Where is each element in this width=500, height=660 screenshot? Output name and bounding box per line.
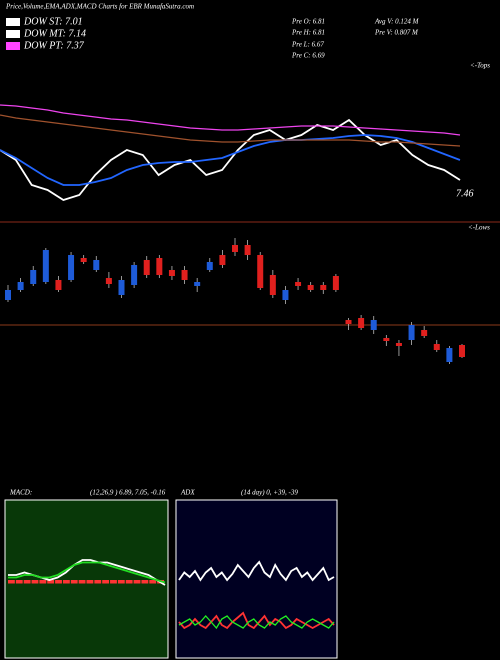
legend-swatch xyxy=(6,30,20,38)
info-text: Pre C: 6.69 xyxy=(291,52,325,60)
candle-body xyxy=(93,260,100,270)
candle-body xyxy=(143,260,150,275)
price-label: 7.46 xyxy=(456,188,474,199)
histogram-bar xyxy=(55,580,62,584)
candle-body xyxy=(168,270,175,276)
legend-label: DOW MT: 7.14 xyxy=(23,28,86,39)
line-series xyxy=(0,134,461,186)
candle-body xyxy=(332,276,339,290)
histogram-bar xyxy=(70,580,78,584)
candle-body xyxy=(383,338,390,341)
histogram-bar xyxy=(86,580,94,584)
info-text: Pre V: 0.807 M xyxy=(374,29,419,37)
candle-body xyxy=(194,282,201,286)
line-series xyxy=(0,104,461,136)
line-series xyxy=(178,560,335,582)
histogram-bar xyxy=(39,580,47,584)
panel-title: MACD: xyxy=(9,489,32,497)
candle-body xyxy=(345,320,352,324)
candle-body xyxy=(42,250,49,282)
lows-label: <-Lows xyxy=(468,224,490,232)
histogram-bar xyxy=(141,580,149,584)
candle-body xyxy=(421,330,428,336)
candle-body xyxy=(232,245,238,252)
candle-body xyxy=(295,282,302,286)
info-text: Pre H: 6.81 xyxy=(291,29,325,37)
panel-box xyxy=(175,499,338,659)
line-series xyxy=(8,561,166,584)
histogram-bar xyxy=(31,580,39,584)
legend-label: DOW PT: 7.37 xyxy=(23,40,85,51)
histogram-bar xyxy=(15,580,23,584)
tops-label: <-Tops xyxy=(470,62,490,70)
histogram-bar xyxy=(47,580,55,584)
candle-body xyxy=(320,285,327,290)
line-series xyxy=(0,114,461,147)
candle-body xyxy=(5,290,11,300)
candle-body xyxy=(282,290,289,300)
candle-body xyxy=(269,275,276,295)
candle-body xyxy=(459,345,465,357)
candle-body xyxy=(206,262,213,270)
histogram-bar xyxy=(102,580,110,584)
panel-subtitle: (14 day) 0, +39, -39 xyxy=(241,489,298,497)
histogram-bar xyxy=(133,580,141,584)
histogram-bar xyxy=(23,580,31,584)
info-text: Avg V: 0.124 M xyxy=(374,18,420,26)
candle-body xyxy=(181,270,188,280)
histogram-bar xyxy=(110,580,117,584)
candle-body xyxy=(80,258,87,262)
line-series xyxy=(0,118,461,201)
line-series xyxy=(178,615,335,630)
candle-body xyxy=(370,320,377,330)
legend-swatch xyxy=(6,18,20,26)
line-series xyxy=(178,611,335,630)
histogram-bar xyxy=(149,580,157,584)
candle-body xyxy=(118,280,125,295)
panel-subtitle: (12,26,9 ) 6.89, 7.05, -0.16 xyxy=(90,489,166,497)
candle-body xyxy=(55,280,62,290)
candle-body xyxy=(257,255,264,288)
candle-body xyxy=(446,348,453,362)
candle-body xyxy=(219,255,226,265)
candle-body xyxy=(17,282,24,290)
histogram-bar xyxy=(117,580,125,584)
info-text: Pre L: 6.67 xyxy=(291,41,324,49)
candle-body xyxy=(156,258,163,275)
histogram-bar xyxy=(62,580,70,584)
legend-label: DOW ST: 7.01 xyxy=(23,16,83,27)
panel-box xyxy=(4,499,169,659)
candle-body xyxy=(358,318,365,328)
candle-body xyxy=(307,285,314,290)
histogram-bar xyxy=(78,580,86,584)
candle-body xyxy=(68,255,75,280)
panel-title: ADX xyxy=(180,489,195,497)
candle-body xyxy=(408,325,415,340)
title: Price,Volume,EMA,ADX,MACD Charts for EBR… xyxy=(5,3,194,11)
histogram-bar xyxy=(8,580,15,584)
candle-body xyxy=(30,270,37,284)
histogram-bar xyxy=(94,580,102,584)
candle-body xyxy=(105,278,112,284)
legend-swatch xyxy=(6,42,20,50)
candle-body xyxy=(433,344,440,350)
histogram-bar xyxy=(125,580,133,584)
candle-body xyxy=(395,343,402,346)
info-text: Pre O: 6.81 xyxy=(291,18,325,26)
candle-body xyxy=(131,265,138,285)
candle-body xyxy=(244,245,251,255)
